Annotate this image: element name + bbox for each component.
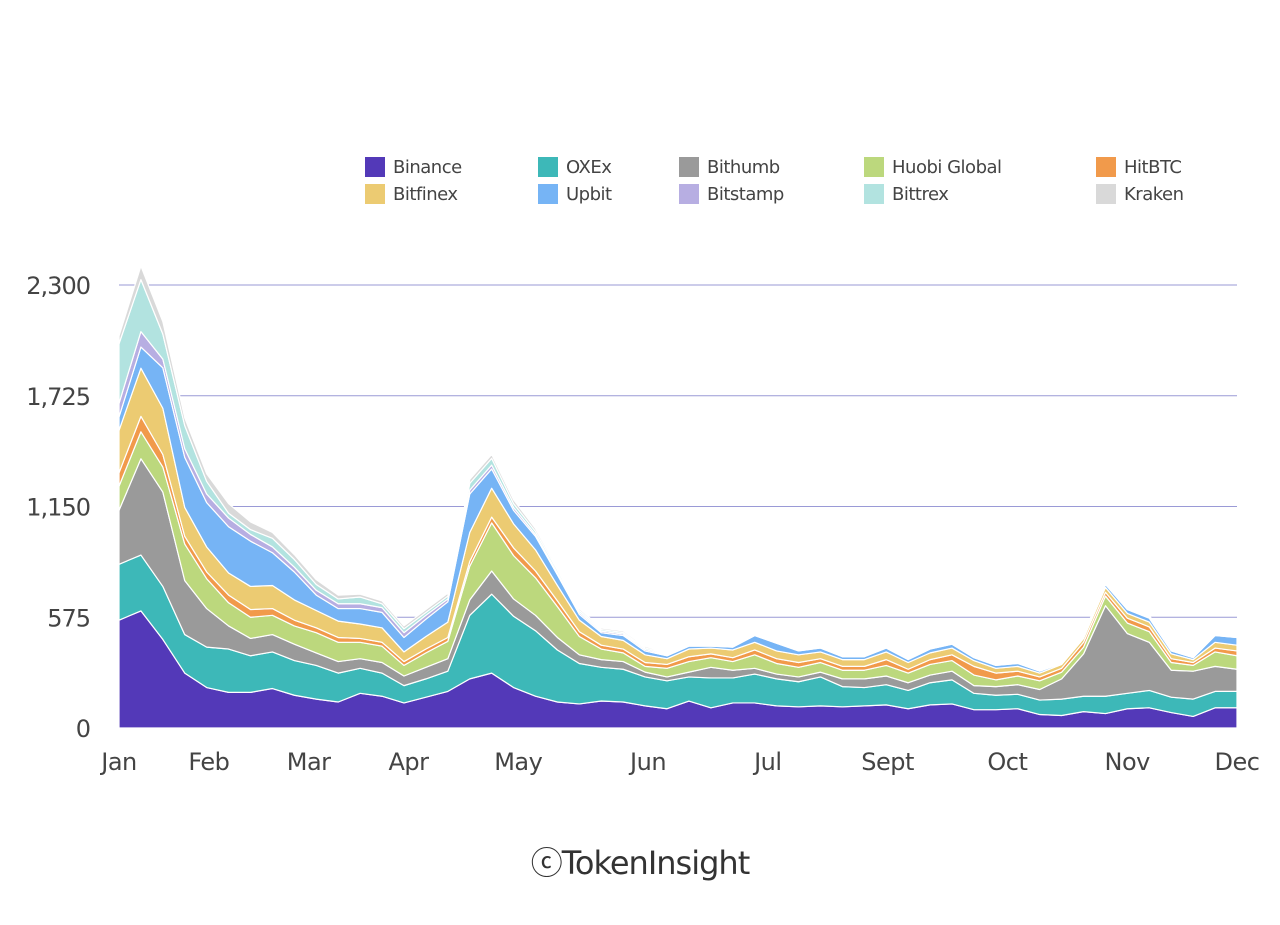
y-tick-label: 1,725: [26, 383, 90, 411]
legend-item-bithumb[interactable]: Bithumb: [679, 156, 780, 178]
legend-item-oxex[interactable]: OXEx: [538, 156, 612, 178]
area-layer: [118, 265, 1238, 729]
legend-swatch: [365, 184, 385, 204]
legend-label: Binance: [393, 156, 462, 178]
series-area-kraken: [118, 265, 1238, 670]
x-tick-label: May: [494, 748, 542, 776]
legend-swatch: [1096, 157, 1116, 177]
legend-swatch: [538, 157, 558, 177]
legend-swatch: [864, 157, 884, 177]
x-tick-label: Jan: [99, 748, 137, 776]
y-tick-label: 2,300: [26, 272, 90, 300]
y-tick-label: 1,150: [26, 494, 90, 522]
x-axis: Jan Feb Mar Apr May Jun Jul Sept Oct Nov Dec: [99, 748, 1260, 776]
legend-swatch: [679, 184, 699, 204]
legend-item-bitstamp[interactable]: Bitstamp: [679, 183, 784, 205]
y-tick-label: 575: [47, 604, 90, 632]
legend-swatch: [365, 157, 385, 177]
legend-swatch: [679, 157, 699, 177]
legend-label: HitBTC: [1124, 156, 1182, 178]
x-tick-label: Feb: [188, 748, 229, 776]
legend-label: Huobi Global: [892, 156, 1002, 178]
x-tick-label: Dec: [1215, 748, 1260, 776]
legend-item-upbit[interactable]: Upbit: [538, 183, 612, 205]
legend-item-hitbtc[interactable]: HitBTC: [1096, 156, 1182, 178]
y-axis: 0 575 1,150 1,725 2,300: [26, 272, 91, 743]
legend-label: Bittrex: [892, 183, 949, 205]
x-tick-label: Oct: [987, 748, 1027, 776]
legend-label: Upbit: [566, 183, 612, 205]
watermark: ⓒTokenInsight: [0, 838, 1280, 884]
legend-swatch: [864, 184, 884, 204]
x-tick-label: Nov: [1105, 748, 1151, 776]
legend-swatch: [1096, 184, 1116, 204]
x-tick-label: Jun: [628, 748, 666, 776]
legend-item-binance[interactable]: Binance: [365, 156, 462, 178]
legend-item-huobi-global[interactable]: Huobi Global: [864, 156, 1002, 178]
x-tick-label: Sept: [861, 748, 914, 776]
legend-label: Kraken: [1124, 183, 1184, 205]
legend-swatch: [538, 184, 558, 204]
watermark-text: TokenInsight: [561, 844, 750, 882]
chart-legend: Binance OXEx Bithumb Huobi Global HitBTC…: [365, 156, 1245, 216]
legend-label: Bitfinex: [393, 183, 458, 205]
copyright-icon: ⓒ: [530, 844, 563, 882]
y-tick-label: 0: [76, 715, 90, 743]
legend-label: OXEx: [566, 156, 612, 178]
x-tick-label: Apr: [388, 748, 429, 776]
x-tick-label: Jul: [752, 748, 781, 776]
x-tick-label: Mar: [287, 748, 331, 776]
legend-item-kraken[interactable]: Kraken: [1096, 183, 1184, 205]
legend-label: Bitstamp: [707, 183, 784, 205]
legend-item-bitfinex[interactable]: Bitfinex: [365, 183, 458, 205]
legend-label: Bithumb: [707, 156, 780, 178]
legend-item-bittrex[interactable]: Bittrex: [864, 183, 949, 205]
